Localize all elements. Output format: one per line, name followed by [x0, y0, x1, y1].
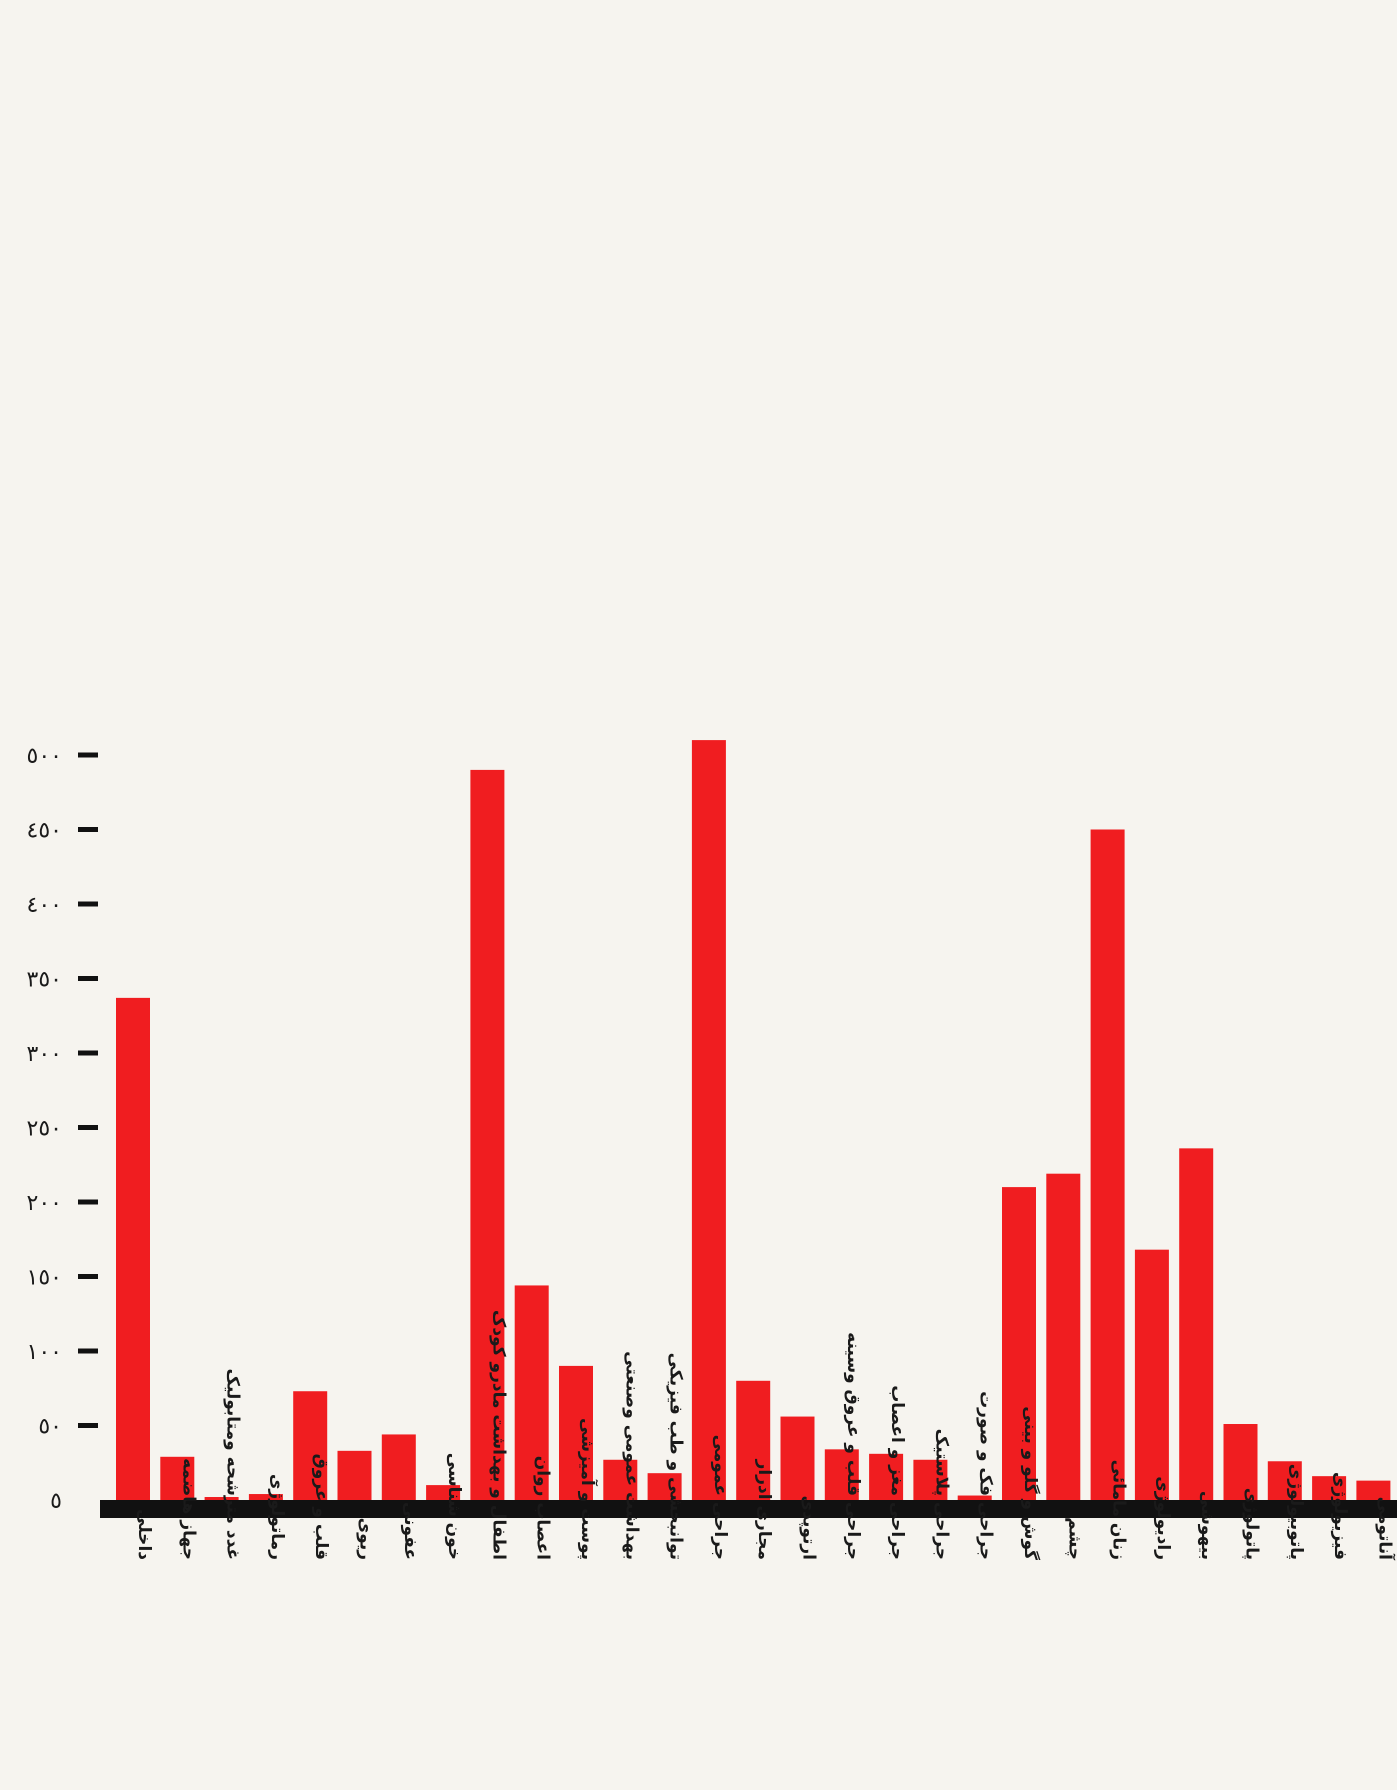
x-tick-label: آناتومی	[1374, 1497, 1396, 1562]
bar-23	[1090, 829, 1125, 1502]
x-axis-baseline	[100, 1500, 1397, 1518]
x-tick-label: چشم	[1064, 1517, 1084, 1560]
x-tick-label: جراحی فک و صورت	[976, 1391, 996, 1560]
x-tick-label: گوش و گلو و بینی	[1020, 1406, 1041, 1560]
bar-19	[913, 1459, 948, 1502]
y-tick-mark	[78, 1274, 98, 1279]
y-axis: ٥ ٥٠ ١٠٠ ١٥٠ ٢٠٠ ٢٥٠ ٣٠٠ ٣٥٠ ٤٠٠ ٤٥٠ ٥٠٠	[27, 744, 98, 1514]
y-tick-label: ٥٠	[38, 1415, 62, 1440]
bar-7	[381, 1434, 416, 1502]
bar-3	[204, 1497, 239, 1502]
y-tick-label: ٥	[50, 1489, 62, 1514]
bar-22	[1046, 1173, 1081, 1502]
x-tick-label: غدد مترشحه ومتابولیک	[223, 1369, 243, 1561]
y-tick-label: ٤٠٠	[27, 893, 62, 918]
y-tick-label: ٥٠٠	[27, 744, 62, 769]
bar-18	[869, 1453, 904, 1502]
x-tick-label: توانبخشی و طب فیزیکی	[666, 1353, 686, 1560]
x-tick-label: بیهوشی	[1197, 1491, 1217, 1560]
bar-13	[647, 1473, 682, 1502]
bar-5	[293, 1391, 328, 1502]
y-tick-label: ٤٥٠	[27, 819, 62, 844]
x-tick-label: فیزیولوژی	[1330, 1472, 1350, 1560]
bar-28	[1312, 1476, 1347, 1502]
bar-20	[957, 1495, 992, 1502]
y-tick-mark	[78, 827, 98, 832]
x-tick-label: جراحی قلب و عروق وسینه	[843, 1332, 863, 1560]
bar-16	[780, 1416, 815, 1502]
bar-8	[426, 1485, 461, 1502]
y-tick-label: ٣٠٠	[27, 1042, 62, 1067]
x-tick-label: مجاری ادرار	[754, 1459, 774, 1560]
bar-4	[248, 1494, 283, 1502]
x-tick-label: زنان مامائی	[1109, 1460, 1129, 1560]
y-tick-mark	[78, 1348, 98, 1354]
y-tick-label: ٣٥٠	[27, 968, 62, 993]
x-tick-label: پاتولوژی	[1242, 1488, 1262, 1560]
x-tick-label: داخلی	[134, 1509, 154, 1560]
x-tick-label: اعصاب روان	[533, 1456, 553, 1560]
bar-21	[1002, 1187, 1036, 1502]
x-tick-label: بهداشت عمومی وصنعتی	[621, 1351, 641, 1560]
x-axis: داخلی جهاز هاضمه غدد مترشحه ومتابولیک رماتو…	[134, 1310, 1396, 1561]
bar-24	[1134, 1249, 1169, 1502]
x-tick-label: جراحی عمومی	[710, 1435, 730, 1560]
x-tick-label: جهاز هاضمه	[178, 1458, 198, 1560]
bar-27	[1267, 1461, 1302, 1502]
x-tick-label: رادیولوژی	[1153, 1476, 1173, 1560]
y-tick-label: ١٥٠	[27, 1266, 62, 1291]
bar-29	[1356, 1480, 1391, 1502]
x-tick-label: قلب و عروق	[311, 1454, 331, 1560]
baseline-layer	[100, 1500, 1397, 1518]
bar-15	[736, 1380, 771, 1502]
bar-12	[603, 1459, 638, 1502]
bar-25	[1179, 1148, 1214, 1502]
bar-10	[514, 1285, 549, 1502]
y-tick-label: ٢٠٠	[27, 1191, 62, 1216]
y-tick-mark	[78, 901, 98, 907]
x-tick-label: پوست و آمیزشی	[577, 1418, 599, 1560]
bar-14	[691, 740, 726, 1502]
y-tick-mark	[78, 1199, 98, 1205]
y-tick-label: ٢٥٠	[27, 1117, 62, 1142]
bar-1	[116, 997, 150, 1502]
x-tick-label: عفونی	[400, 1502, 420, 1560]
y-tick-mark	[78, 1125, 98, 1130]
bar-9	[470, 769, 505, 1502]
bar-17	[824, 1449, 859, 1502]
bar-6	[337, 1450, 372, 1502]
x-tick-label: اطفال و بهداشت مادرو کودک	[488, 1310, 508, 1560]
bar-11	[559, 1365, 593, 1502]
bar-26	[1223, 1424, 1258, 1502]
x-tick-label: جراحی پلاستیک	[931, 1429, 951, 1560]
x-tick-label: خون شناسی	[444, 1453, 464, 1560]
bar-2	[160, 1456, 195, 1502]
x-tick-label: پاتوبیولوژی	[1286, 1464, 1306, 1560]
y-tick-mark	[78, 752, 98, 758]
y-tick-mark	[78, 976, 98, 981]
x-tick-label: ارتوپدی	[799, 1496, 819, 1560]
x-tick-label: جراحی مغز و اعصاب	[887, 1385, 907, 1560]
y-tick-mark	[78, 1423, 98, 1428]
y-tick-mark	[78, 1050, 98, 1056]
x-tick-label: رماتولوژی	[267, 1474, 287, 1560]
x-tick-label: ریوی	[356, 1518, 376, 1560]
bars-layer	[116, 740, 1391, 1502]
y-tick-label: ١٠٠	[27, 1340, 62, 1365]
